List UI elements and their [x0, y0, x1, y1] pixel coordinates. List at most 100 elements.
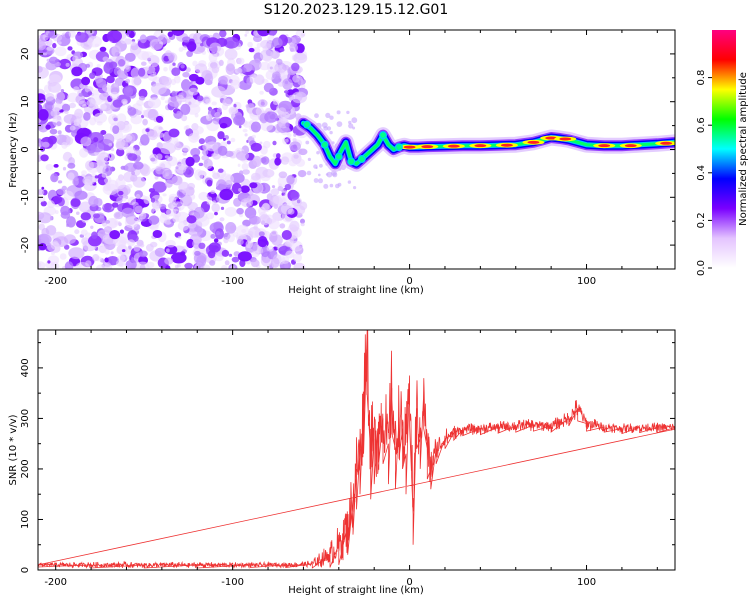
spectrogram-noise-blob — [181, 79, 191, 91]
spectrogram-noise-blob — [50, 110, 58, 117]
spectrogram-noise-blob — [278, 171, 288, 179]
spectrogram-noise-blob — [297, 170, 307, 178]
spectrogram-noise-blob — [112, 99, 124, 108]
spectrogram-track-dot — [302, 120, 311, 129]
spectrogram-hotspot-core — [403, 145, 416, 149]
spectrogram-noise-blob — [174, 143, 182, 151]
spectrogram-noise-blob — [297, 78, 305, 86]
spectrogram-noise-blob — [208, 242, 221, 253]
spectrogram-hotspot-core — [421, 145, 434, 149]
spectrogram-noise-blob — [190, 147, 201, 157]
spectrogram-noise-blob — [230, 137, 236, 143]
spectrogram-noise-blob — [92, 89, 100, 95]
spectrogram-noise-blob — [281, 70, 286, 74]
spectrogram-noise-blob — [139, 250, 148, 258]
spectrogram-noise-blob — [88, 195, 99, 207]
snr-x-tick-label: 0 — [406, 577, 412, 588]
spectrogram-noise-blob — [266, 61, 279, 73]
spectrogram-noise-blob — [236, 151, 249, 161]
spectrogram-noise-blob — [216, 179, 227, 192]
spectrogram-noise-blob — [119, 229, 124, 234]
spectrogram-noise-blob — [223, 37, 240, 49]
spectrogram-noise-blob — [198, 162, 204, 167]
spectrogram-noise-blob — [207, 250, 216, 259]
spectrogram-noise-blob — [49, 128, 58, 135]
spectrogram-noise-blob — [99, 92, 110, 101]
spectrogram-noise-blob — [46, 46, 53, 51]
spectrogram-noise-blob — [249, 74, 258, 83]
spectrogram-noise-blob — [121, 207, 135, 218]
spectrogram-noise-blob — [256, 42, 262, 49]
spectrogram-noise-blob — [38, 41, 47, 51]
spectrogram-hotspot-core — [500, 143, 513, 147]
spectrogram-noise-blob — [219, 188, 234, 201]
spectrogram-noise-blob — [264, 111, 278, 123]
spectrogram-noise-blob — [187, 41, 197, 52]
spectrogram-noise-blob — [300, 218, 305, 224]
spectrogram-noise-blob — [142, 118, 148, 126]
snr-x-tick-label: -100 — [221, 577, 244, 588]
spectrogram-noise-blob — [210, 233, 216, 239]
spectrogram-hotspot-core — [559, 137, 572, 141]
colorbar-tick-label: 0.2 — [696, 212, 707, 228]
spectrogram-noise-blob — [188, 87, 199, 96]
spectrogram-noise-blob — [57, 130, 62, 135]
spectrogram-y-axis-label: Frequency (Hz) — [8, 112, 19, 188]
spectrogram-noise-blob — [318, 173, 321, 177]
spectrogram-noise-blob — [116, 196, 123, 204]
spectrogram-noise-blob — [105, 107, 113, 115]
spectrogram-noise-blob — [220, 206, 225, 210]
spectrogram-noise-blob — [218, 168, 224, 173]
spectrogram-noise-blob — [306, 170, 312, 176]
snr-x-tick-label: -200 — [44, 577, 67, 588]
spectrogram-noise-blob — [250, 121, 261, 133]
spectrogram-noise-blob — [139, 264, 146, 269]
spectrogram-noise-blob — [147, 130, 158, 141]
spectrogram-noise-blob — [270, 50, 281, 59]
spectrogram-noise-blob — [96, 264, 106, 269]
spectrogram-noise-blob — [250, 142, 262, 152]
spectrogram-noise-blob — [329, 130, 333, 135]
spectrogram-noise-blob — [188, 132, 199, 143]
spectrogram-noise-blob — [162, 193, 167, 197]
snr-panel: -200 -100 0 100 0 100 200 300 400 Height of stra… — [8, 329, 676, 596]
spectrogram-noise-blob — [104, 202, 112, 211]
spectrogram-noise-blob — [277, 185, 284, 192]
spectrogram-noise-blob — [65, 62, 70, 67]
spectrogram-noise-blob — [78, 92, 84, 97]
spectrogram-noise-blob — [177, 235, 182, 240]
spectrogram-noise-blob — [216, 107, 222, 114]
spectrogram-noise-blob — [80, 136, 92, 147]
spectrogram-noise-blob — [217, 145, 228, 156]
spectrogram-noise-blob — [266, 170, 272, 176]
spectrogram-noise-blob — [90, 225, 94, 229]
spectrogram-noise-blob — [233, 103, 237, 108]
spectrogram-noise-blob — [63, 190, 74, 201]
spectrogram-noise-blob — [52, 116, 63, 127]
spectrogram-noise-blob — [249, 182, 258, 189]
spectrogram-noise-blob — [289, 141, 301, 152]
spectrogram-hotspot-core — [598, 144, 611, 148]
spectrogram-noise-blob — [233, 115, 246, 126]
spectrogram-noise-blob — [50, 173, 59, 183]
spectrogram-noise-blob — [227, 233, 236, 243]
spectrogram-noise-blob — [260, 39, 272, 49]
spectrogram-noise-blob — [141, 61, 147, 66]
spectrogram-noise-blob — [203, 158, 213, 170]
spectrogram-noise-blob — [276, 153, 281, 159]
spectrogram-noise-blob — [266, 245, 274, 252]
spectrogram-noise-blob — [44, 92, 55, 102]
spectrogram-noise-blob — [47, 82, 62, 93]
spectrogram-noise-blob — [138, 88, 148, 99]
spectrogram-noise-blob — [352, 126, 356, 130]
spectrogram-noise-blob — [259, 141, 263, 145]
spectrogram-noise-blob — [316, 151, 320, 155]
spectrogram-noise-blob — [211, 65, 220, 74]
spectrogram-noise-blob — [206, 179, 213, 187]
spectrogram-noise-blob — [125, 30, 131, 35]
spectrogram-noise-blob — [175, 94, 184, 102]
spectrogram-noise-blob — [115, 55, 127, 68]
spectrogram-noise-blob — [52, 195, 63, 204]
snr-x-tick-label: 100 — [577, 577, 596, 588]
